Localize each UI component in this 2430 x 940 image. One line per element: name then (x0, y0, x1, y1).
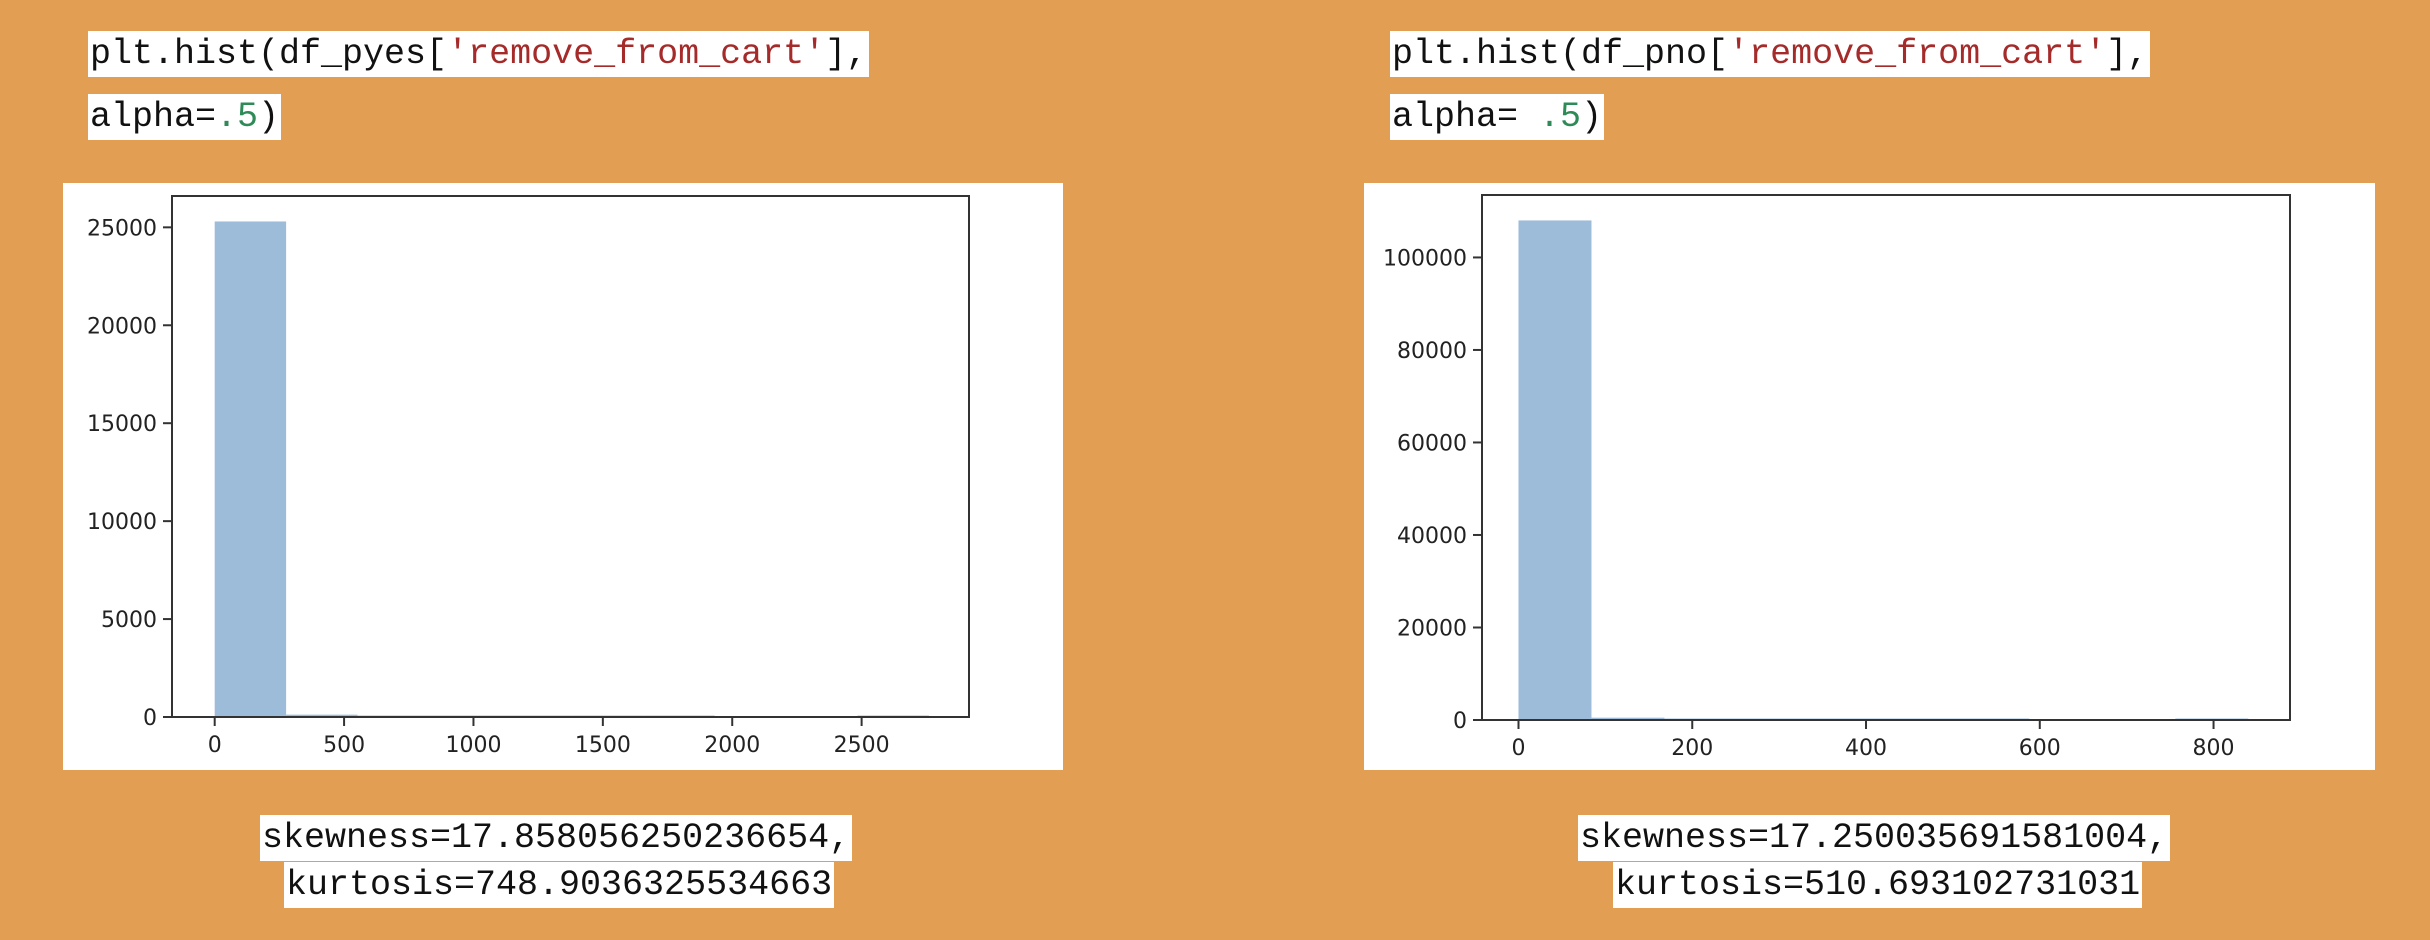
left-x-tick-label-1: 500 (323, 733, 365, 758)
right-histogram: 0 20000 40000 60000 80000 100000 0 200 400 600 800 (1383, 194, 2291, 761)
right-y-tick-label-0: 0 (1453, 709, 1467, 734)
left-alpha-suffix: ) (258, 97, 280, 137)
right-y-tick-label-4: 80000 (1397, 339, 1467, 364)
left-axes-frame (171, 195, 970, 718)
left-code-line-1: plt.hist(df_pyes['remove_from_cart'], (88, 31, 870, 77)
left-code-prefix: plt.hist(df_pyes[ (90, 34, 448, 74)
left-y-tick-label-5: 25000 (87, 216, 157, 241)
left-y-tick-label-2: 10000 (87, 510, 157, 535)
left-skewness: skewness=17.858056250236654, (260, 815, 853, 861)
right-alpha-prefix: alpha= (1392, 97, 1540, 137)
left-y-tick-label-1: 5000 (101, 608, 157, 633)
left-code-suffix: ], (825, 34, 868, 74)
right-kurtosis: kurtosis=510.693102731031 (1613, 862, 2143, 908)
left-code-string: 'remove_from_cart' (447, 34, 826, 74)
left-alpha-prefix: alpha= (90, 97, 217, 137)
left-x-tick-label-4: 2000 (704, 733, 760, 758)
left-bar-0 (214, 221, 287, 717)
left-chart-panel: 0 5000 10000 15000 20000 25000 0 500 1000 1500 200… (63, 183, 1063, 770)
right-code-string: 'remove_from_cart' (1728, 34, 2107, 74)
right-y-tick-label-2: 40000 (1397, 524, 1467, 549)
left-bar-1 (286, 714, 358, 717)
right-axes-frame (1481, 194, 2291, 721)
left-y-tick-label-4: 20000 (87, 314, 157, 339)
right-code-suffix: ], (2106, 34, 2149, 74)
left-y-tick-label-0: 0 (143, 706, 157, 731)
right-code-line-1: plt.hist(df_pno['remove_from_cart'], (1390, 31, 2151, 77)
right-skewness: skewness=17.250035691581004, (1578, 815, 2171, 861)
left-x-tick-label-2: 1000 (445, 733, 501, 758)
right-x-tick-label-1: 200 (1671, 736, 1713, 761)
left-kurtosis: kurtosis=748.9036325534663 (284, 862, 835, 908)
right-y-tick-label-3: 60000 (1397, 431, 1467, 456)
right-x-tick-label-0: 0 (1511, 736, 1525, 761)
right-y-tick-label-1: 20000 (1397, 616, 1467, 641)
left-code-line-2: alpha=.5) (88, 94, 282, 140)
right-chart-panel: 0 20000 40000 60000 80000 100000 0 200 400 600 800 (1364, 183, 2375, 770)
right-x-tick-label-2: 400 (1845, 736, 1887, 761)
right-code-line-2: alpha= .5) (1390, 94, 1605, 140)
left-x-tick-label-5: 2500 (834, 733, 890, 758)
left-y-tick-label-3: 15000 (87, 412, 157, 437)
right-y-tick-label-5: 100000 (1383, 246, 1467, 271)
left-histogram: 0 5000 10000 15000 20000 25000 0 500 1000 1500 200… (87, 195, 970, 758)
right-x-tick-label-3: 600 (2019, 736, 2061, 761)
right-alpha-number: .5 (1539, 97, 1582, 137)
left-x-tick-label-3: 1500 (575, 733, 631, 758)
right-alpha-suffix: ) (1581, 97, 1603, 137)
left-alpha-number: .5 (216, 97, 259, 137)
left-x-tick-label-0: 0 (208, 733, 222, 758)
right-x-tick-label-4: 800 (2193, 736, 2235, 761)
right-bar-0 (1518, 220, 1592, 720)
right-bar-1 (1591, 717, 1665, 720)
right-code-prefix: plt.hist(df_pno[ (1392, 34, 1729, 74)
